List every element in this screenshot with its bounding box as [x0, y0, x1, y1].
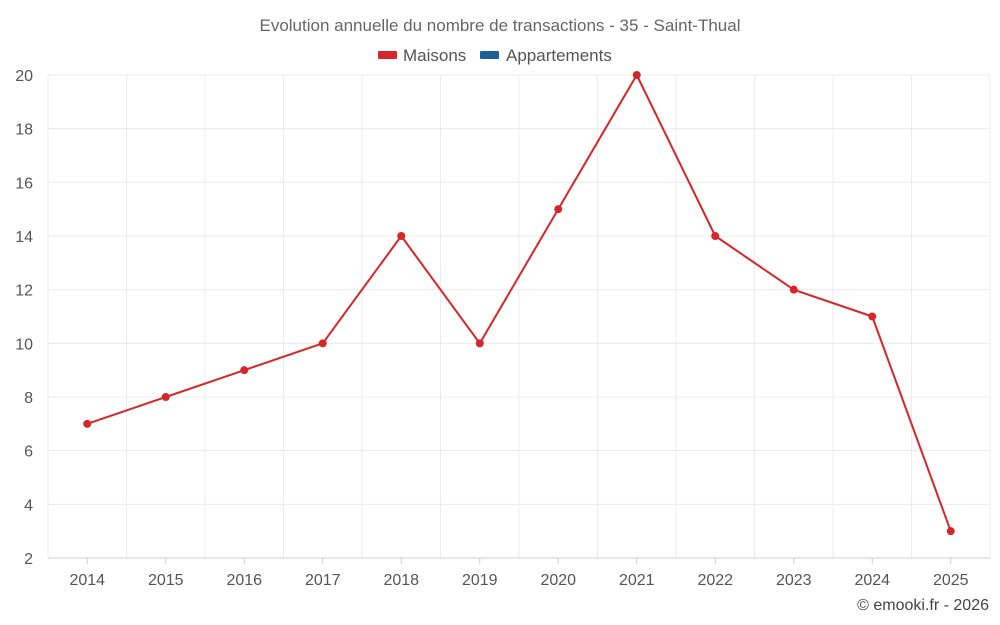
legend-swatch-maisons [378, 51, 397, 59]
data-point[interactable] [397, 232, 406, 240]
y-tick-label: 12 [15, 283, 33, 300]
y-tick-label: 8 [24, 390, 33, 407]
x-tick-label: 2025 [933, 572, 969, 589]
y-tick-label: 2 [24, 551, 33, 568]
x-tick-label: 2024 [854, 572, 890, 589]
x-tick-label: 2017 [305, 572, 341, 589]
legend-label-appartements: Appartements [506, 46, 612, 65]
y-axis-ticks: 2 4 6 8 10 12 14 16 18 20 [15, 68, 33, 568]
x-tick-label: 2019 [462, 572, 498, 589]
legend-item-appartements[interactable]: Appartements [480, 46, 612, 65]
data-point[interactable] [240, 366, 249, 375]
data-point[interactable] [318, 339, 327, 348]
x-tick-label: 2016 [226, 572, 262, 589]
x-tick-label: 2018 [383, 572, 419, 589]
y-tick-label: 20 [15, 68, 33, 85]
data-point[interactable] [946, 527, 955, 536]
legend-item-maisons[interactable]: Maisons [378, 46, 466, 65]
series-line-maisons [86, 74, 952, 533]
data-point[interactable] [868, 312, 877, 321]
data-point[interactable] [632, 71, 641, 79]
data-point[interactable] [475, 339, 484, 348]
chart-title: Evolution annuelle du nombre de transact… [259, 16, 740, 35]
x-tick-label: 2022 [697, 572, 733, 589]
x-tick-label: 2015 [148, 572, 184, 589]
x-tick-label: 2020 [540, 572, 576, 589]
legend: Maisons Appartements [378, 46, 612, 65]
x-tick-label: 2021 [619, 572, 655, 589]
y-tick-label: 18 [15, 122, 33, 139]
credit-text: © emooki.fr - 2026 [857, 597, 989, 614]
y-tick-label: 16 [15, 175, 33, 192]
legend-label-maisons: Maisons [403, 46, 466, 65]
data-point[interactable] [789, 285, 798, 294]
y-tick-label: 4 [24, 497, 33, 514]
data-point[interactable] [554, 205, 563, 214]
legend-swatch-appartements [480, 51, 499, 59]
x-axis-ticks: 2014 2015 2016 2017 2018 2019 2020 2021 2022 2023… [69, 558, 969, 589]
grid [47, 74, 991, 559]
y-tick-label: 14 [15, 229, 33, 246]
data-point[interactable] [161, 393, 170, 401]
y-tick-label: 10 [15, 336, 33, 353]
series-maisons [83, 71, 955, 536]
x-tick-label: 2023 [776, 572, 812, 589]
x-tick-label: 2014 [69, 572, 105, 589]
series-layer [83, 71, 955, 536]
y-tick-label: 6 [24, 444, 33, 461]
data-point[interactable] [83, 419, 92, 428]
data-point[interactable] [711, 232, 720, 240]
